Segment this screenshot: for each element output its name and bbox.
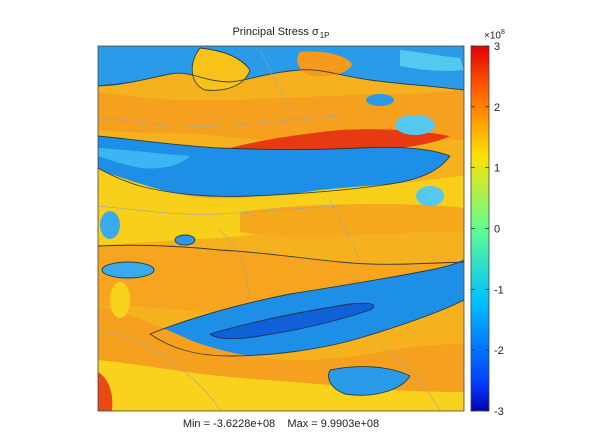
light-boundary-3 xyxy=(219,229,249,301)
boundary-lens1-top xyxy=(98,135,451,157)
min-max-footer: Min = -3.6228e+08 Max = 9.9903e+08 xyxy=(98,418,464,430)
boundary-bottom-patch xyxy=(328,366,411,396)
boundary-band2 xyxy=(98,244,464,265)
field-top-cyan xyxy=(400,50,464,71)
field-top-orange-a xyxy=(192,48,250,91)
title-subscript: 1P xyxy=(319,31,330,40)
field-patch-c xyxy=(175,235,195,245)
field-patch-g xyxy=(395,115,435,135)
grain-boundaries xyxy=(98,47,464,396)
field-lens1-cyan xyxy=(98,148,190,169)
field-patch-b xyxy=(366,94,394,106)
boundary-top-orange xyxy=(191,47,251,91)
field-bottom-left-red xyxy=(98,372,113,411)
field-patch-d xyxy=(102,262,154,278)
light-boundary-1 xyxy=(98,115,341,127)
colorbar-tick-label: 2 xyxy=(494,102,500,114)
colorbar-exponent: ×108 xyxy=(484,29,505,41)
light-boundary-6 xyxy=(379,345,441,411)
min-text: Min = -3.6228e+08 xyxy=(182,418,276,430)
colorbar-tick-label: -3 xyxy=(494,406,504,418)
stress-field xyxy=(98,46,464,411)
colorbar-tick-label: 0 xyxy=(494,224,500,236)
light-boundary-2 xyxy=(98,205,341,215)
light-boundary-5 xyxy=(98,329,221,411)
field-band2-orange xyxy=(240,204,464,237)
colorbar-tick-label: 3 xyxy=(494,41,500,53)
field-top-blue xyxy=(98,46,464,90)
field-bottom-blue-patch xyxy=(328,366,410,396)
boundary-lens2-top xyxy=(149,259,464,335)
field-lens2-dark xyxy=(210,303,374,339)
colorbar-tick-label: -2 xyxy=(494,345,504,357)
field-patch-h xyxy=(110,282,130,318)
boundary-lens1-bottom xyxy=(98,155,451,197)
light-boundary-7 xyxy=(259,49,291,111)
boundary-top xyxy=(98,69,464,91)
field-patch-e xyxy=(100,211,120,239)
colorbar-tick-label: -1 xyxy=(494,284,504,296)
grain-boundaries-light xyxy=(98,49,441,411)
boundary-patch-c xyxy=(174,234,196,246)
field-lens1-blue xyxy=(98,136,450,197)
colorbar-tick-label: 1 xyxy=(494,163,500,175)
boundary-patch-d xyxy=(101,261,155,279)
field-patch-f xyxy=(416,186,444,206)
title-main: Principal Stress σ xyxy=(232,26,319,38)
max-text: Max = 9.9903e+08 xyxy=(287,418,380,430)
field-bottom-yellow xyxy=(98,360,464,411)
light-boundary-4 xyxy=(329,199,361,263)
field-patch-a xyxy=(100,50,136,70)
exponent-base: ×10 xyxy=(484,30,501,42)
plot-frame xyxy=(97,45,465,412)
boundary-lens2-inner xyxy=(209,302,375,340)
boundary-lens2-bottom xyxy=(149,299,464,357)
chart-title: Principal Stress σ1P xyxy=(98,26,464,40)
colorbar-ticks: 3 2 1 0 -1 -2 -3 xyxy=(471,41,504,418)
exponent-power: 8 xyxy=(500,29,505,36)
